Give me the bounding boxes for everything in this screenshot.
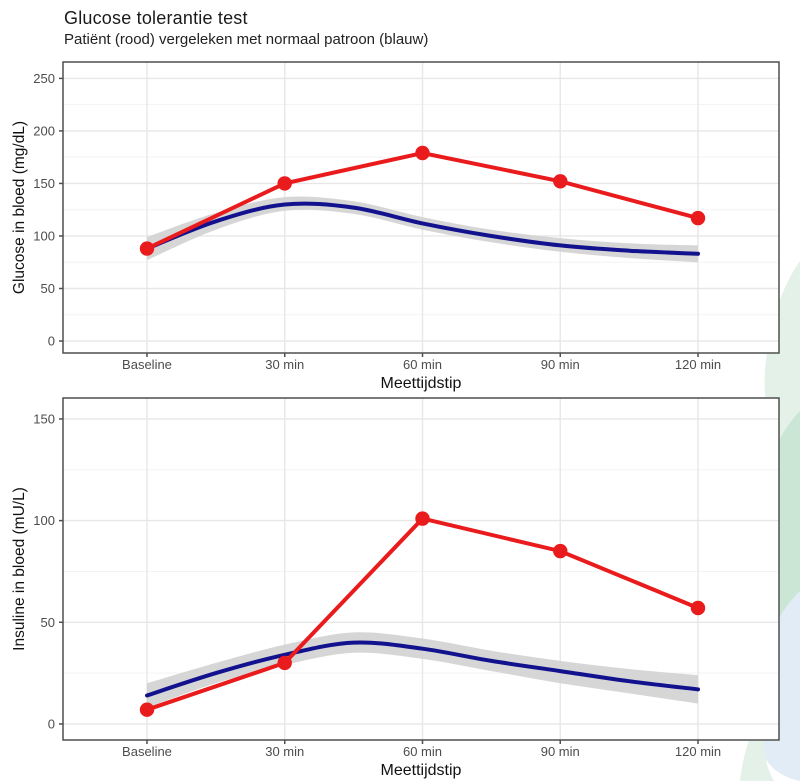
y-tick-label: 50 xyxy=(41,281,55,296)
x-tick-label: Baseline xyxy=(122,744,172,759)
patient-point xyxy=(139,241,155,256)
y-tick-label: 0 xyxy=(48,334,55,349)
patient-point xyxy=(415,145,430,161)
chart-subtitle: Patiënt (rood) vergeleken met normaal pa… xyxy=(64,31,429,48)
panel-border xyxy=(62,61,780,354)
y-axis-title: Glucose in bloed (mg/dL) xyxy=(11,121,28,294)
y-tick-label: 100 xyxy=(33,228,55,243)
y-tick-label: 200 xyxy=(33,123,55,138)
x-tick-label: 30 min xyxy=(265,744,304,759)
y-tick-label: 250 xyxy=(33,71,55,86)
patient-point xyxy=(553,543,568,559)
patient-point xyxy=(415,511,430,526)
chart-title: Glucose tolerantie test xyxy=(64,8,248,28)
patient-point xyxy=(277,655,292,671)
patient-point xyxy=(690,210,706,226)
y-tick-label: 150 xyxy=(33,176,55,191)
normal-smooth-line xyxy=(145,640,700,698)
x-tick-label: 90 min xyxy=(541,357,580,372)
glucose-panel: 0 50 100 150 200 250 Baseline 30 min 60 min 90 mi… xyxy=(11,61,780,392)
y-tick-label: 100 xyxy=(33,513,55,528)
x-axis-title: Meettijdstip xyxy=(381,375,462,392)
normal-smooth-line xyxy=(145,201,700,256)
patient-point xyxy=(139,702,155,717)
insuline-panel: 0 50 100 150 Baseline 30 min 60 min 90 min 120 m… xyxy=(11,397,780,779)
panel-border xyxy=(62,397,780,741)
x-tick-label: 60 min xyxy=(403,357,442,372)
y-axis-title: Insuline in bloed (mU/L) xyxy=(11,487,28,651)
x-tick-label: 120 min xyxy=(675,744,721,759)
y-tick-label: 50 xyxy=(41,615,55,630)
patient-point xyxy=(553,174,568,189)
patient-point xyxy=(690,600,706,616)
y-tick-label: 150 xyxy=(33,411,55,426)
x-tick-label: 30 min xyxy=(265,357,304,372)
x-tick-label: 60 min xyxy=(403,744,442,759)
y-tick-label: 0 xyxy=(48,716,55,731)
x-tick-label: 90 min xyxy=(541,744,580,759)
x-tick-label: Baseline xyxy=(122,357,172,372)
patient-point xyxy=(277,176,292,191)
x-axis-title: Meettijdstip xyxy=(381,762,462,779)
confidence-ribbon xyxy=(147,632,698,708)
x-tick-label: 120 min xyxy=(675,357,721,372)
